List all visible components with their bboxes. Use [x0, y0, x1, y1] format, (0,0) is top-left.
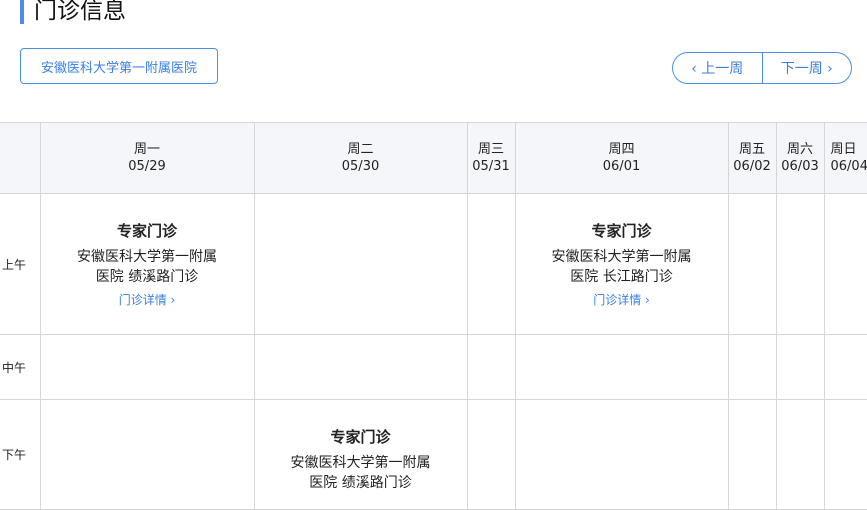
clinic-cell: 专家门诊 安徽医科大学第一附属医院 长江路门诊 门诊详情 › [514, 193, 729, 335]
period-label: 上午 [0, 193, 41, 335]
week-navigation: ‹ 上一周 下一周 › [672, 52, 852, 84]
header-row: 周一 05/29 周二 05/30 周三 05/31 周四 06/01 周五 06/02 … [0, 122, 867, 194]
day-header: 周六 06/03 [775, 122, 825, 194]
day-header: 周四 06/01 [514, 122, 729, 194]
day-header: 周三 05/31 [466, 122, 516, 194]
schedule-table: 周一 05/29 周二 05/30 周三 05/31 周四 06/01 周五 06/02 … [0, 122, 867, 510]
clinic-cell: 专家门诊 安徽医科大学第一附属医院 绩溪路门诊 [253, 399, 468, 510]
day-header: 周日 06/04 [823, 122, 867, 194]
period-label: 下午 [0, 399, 41, 510]
day-header: 周一 05/29 [39, 122, 255, 194]
noon-row: 中午 [0, 334, 867, 400]
clinic-detail-link[interactable]: 门诊详情 › [593, 293, 650, 307]
clinic-cell: 专家门诊 安徽医科大学第一附属医院 绩溪路门诊 门诊详情 › [39, 193, 255, 335]
day-header: 周二 05/30 [253, 122, 468, 194]
corner-cell [0, 122, 41, 194]
page-title: 门诊信息 [20, 0, 126, 24]
afternoon-row: 下午 专家门诊 安徽医科大学第一附属医院 绩溪路门诊 [0, 399, 867, 510]
day-header: 周五 06/02 [727, 122, 777, 194]
prev-week-button[interactable]: ‹ 上一周 [691, 61, 744, 77]
clinic-detail-link[interactable]: 门诊详情 › [118, 293, 176, 307]
period-label: 中午 [0, 334, 41, 400]
morning-row: 上午 专家门诊 安徽医科大学第一附属医院 绩溪路门诊 门诊详情 › 专家门诊 安徽医科… [0, 193, 867, 335]
next-week-button[interactable]: 下一周 › [761, 53, 852, 83]
hospital-filter-button[interactable]: 安徽医科大学第一附属医院 [20, 48, 218, 84]
